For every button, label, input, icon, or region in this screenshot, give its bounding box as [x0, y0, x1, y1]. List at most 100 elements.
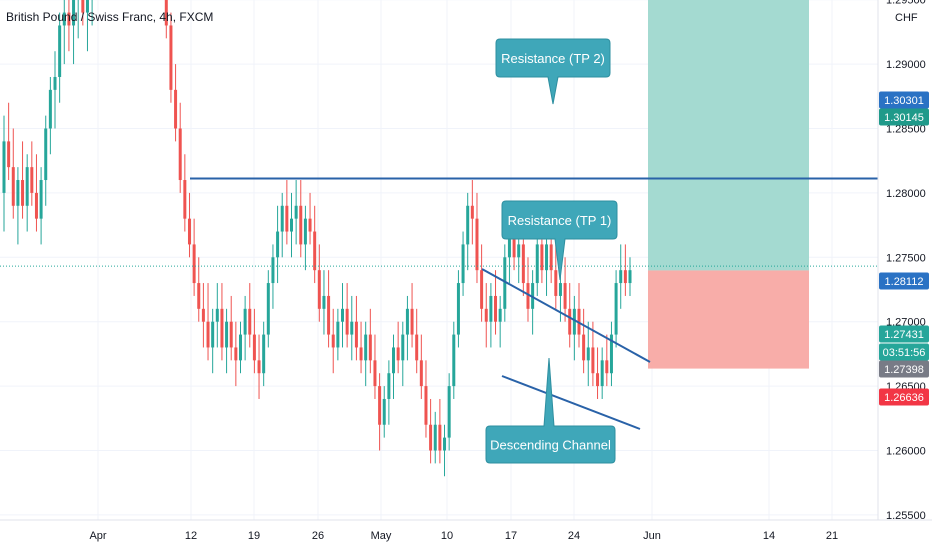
candle-body	[62, 12, 66, 26]
candle	[220, 283, 224, 361]
callout-tp2-box	[495, 38, 611, 105]
candle-body	[470, 205, 474, 219]
time-tick-label: 21	[826, 530, 838, 542]
candle	[368, 308, 372, 374]
candle	[11, 128, 15, 219]
candle	[294, 180, 298, 245]
candle-body	[396, 347, 400, 361]
candle-body	[378, 386, 382, 425]
candle-body	[294, 205, 298, 219]
candle-body	[215, 308, 219, 322]
price-tag: 1.30145	[879, 108, 929, 126]
price-tag-bg	[879, 91, 929, 109]
candle	[554, 244, 558, 309]
candle	[197, 257, 201, 322]
candle-body	[53, 76, 57, 90]
candle	[614, 270, 618, 348]
candle-body	[72, 0, 76, 26]
candle	[609, 321, 613, 387]
candle	[577, 283, 581, 348]
candle	[262, 321, 266, 387]
time-tick-label: 12	[185, 530, 197, 542]
candle	[48, 76, 52, 155]
candle-body	[619, 270, 623, 284]
candle	[313, 205, 317, 284]
candle-body	[257, 360, 261, 374]
price-axis-bg	[878, 0, 932, 520]
candle	[276, 205, 280, 284]
candle	[591, 321, 595, 387]
stop-loss-zone	[648, 270, 809, 369]
channel-upper-line	[481, 268, 651, 363]
candle-body	[2, 141, 6, 193]
candle-body	[517, 244, 521, 258]
candle-body	[308, 218, 312, 232]
candle	[605, 334, 609, 387]
time-tick-label: May	[371, 530, 392, 542]
candle-body	[452, 334, 456, 387]
candle	[174, 64, 178, 142]
candle-body	[563, 283, 567, 309]
candle-body	[299, 205, 303, 245]
candle-body	[7, 141, 11, 168]
candle	[461, 231, 465, 296]
candle	[341, 283, 345, 348]
candle	[72, 0, 76, 65]
candle-body	[345, 308, 349, 335]
candles	[2, 0, 632, 477]
candle	[489, 283, 493, 348]
candle	[211, 308, 215, 374]
candle	[183, 154, 187, 232]
candle	[299, 180, 303, 258]
time-tick-label: Apr	[89, 530, 106, 542]
candle-body	[503, 257, 507, 309]
candle-body	[554, 270, 558, 296]
candle	[53, 51, 57, 129]
candle	[243, 295, 247, 361]
candle-body	[322, 295, 326, 309]
position-zones	[648, 0, 809, 369]
candle-body	[331, 334, 335, 348]
candle-body	[438, 424, 442, 451]
candle	[280, 192, 284, 258]
price-tag: 1.30301	[879, 91, 929, 109]
candle	[67, 0, 71, 52]
candle-body	[85, 0, 89, 13]
candle-body	[81, 0, 85, 13]
candle-body	[521, 244, 525, 284]
candle-body	[480, 270, 484, 309]
price-tag: 1.28112	[879, 272, 929, 290]
candle-body	[456, 283, 460, 335]
candle	[350, 295, 354, 361]
candle-body	[368, 334, 372, 361]
callout-tp1: Resistance (TP 1)	[501, 200, 618, 281]
candle	[2, 115, 6, 232]
candle	[410, 283, 414, 348]
candle	[503, 244, 507, 322]
candle-body	[350, 321, 354, 335]
candle	[81, 0, 85, 26]
candle-body	[429, 424, 433, 451]
price-tags: 1.30301 1.30145 1.28112 1.27431 03:51:56 1.27…	[879, 91, 929, 406]
candle-body	[34, 192, 38, 219]
candle-body	[364, 334, 368, 361]
price-tag-bg	[879, 272, 929, 290]
candle	[336, 308, 340, 361]
candle	[252, 308, 256, 374]
candle	[77, 0, 79, 39]
candle	[429, 398, 433, 464]
price-tag: 1.26636	[879, 388, 929, 406]
candle-body	[164, 0, 168, 26]
candle	[234, 321, 238, 387]
candle	[382, 386, 386, 438]
candle	[266, 270, 270, 348]
candle	[271, 244, 275, 309]
time-tick-label: 24	[568, 530, 580, 542]
candle-body	[549, 244, 553, 271]
candle-body	[614, 283, 618, 335]
price-tag-label: 03:51:56	[883, 347, 926, 359]
candle	[187, 192, 191, 258]
candle	[201, 283, 205, 348]
candle	[308, 192, 312, 245]
